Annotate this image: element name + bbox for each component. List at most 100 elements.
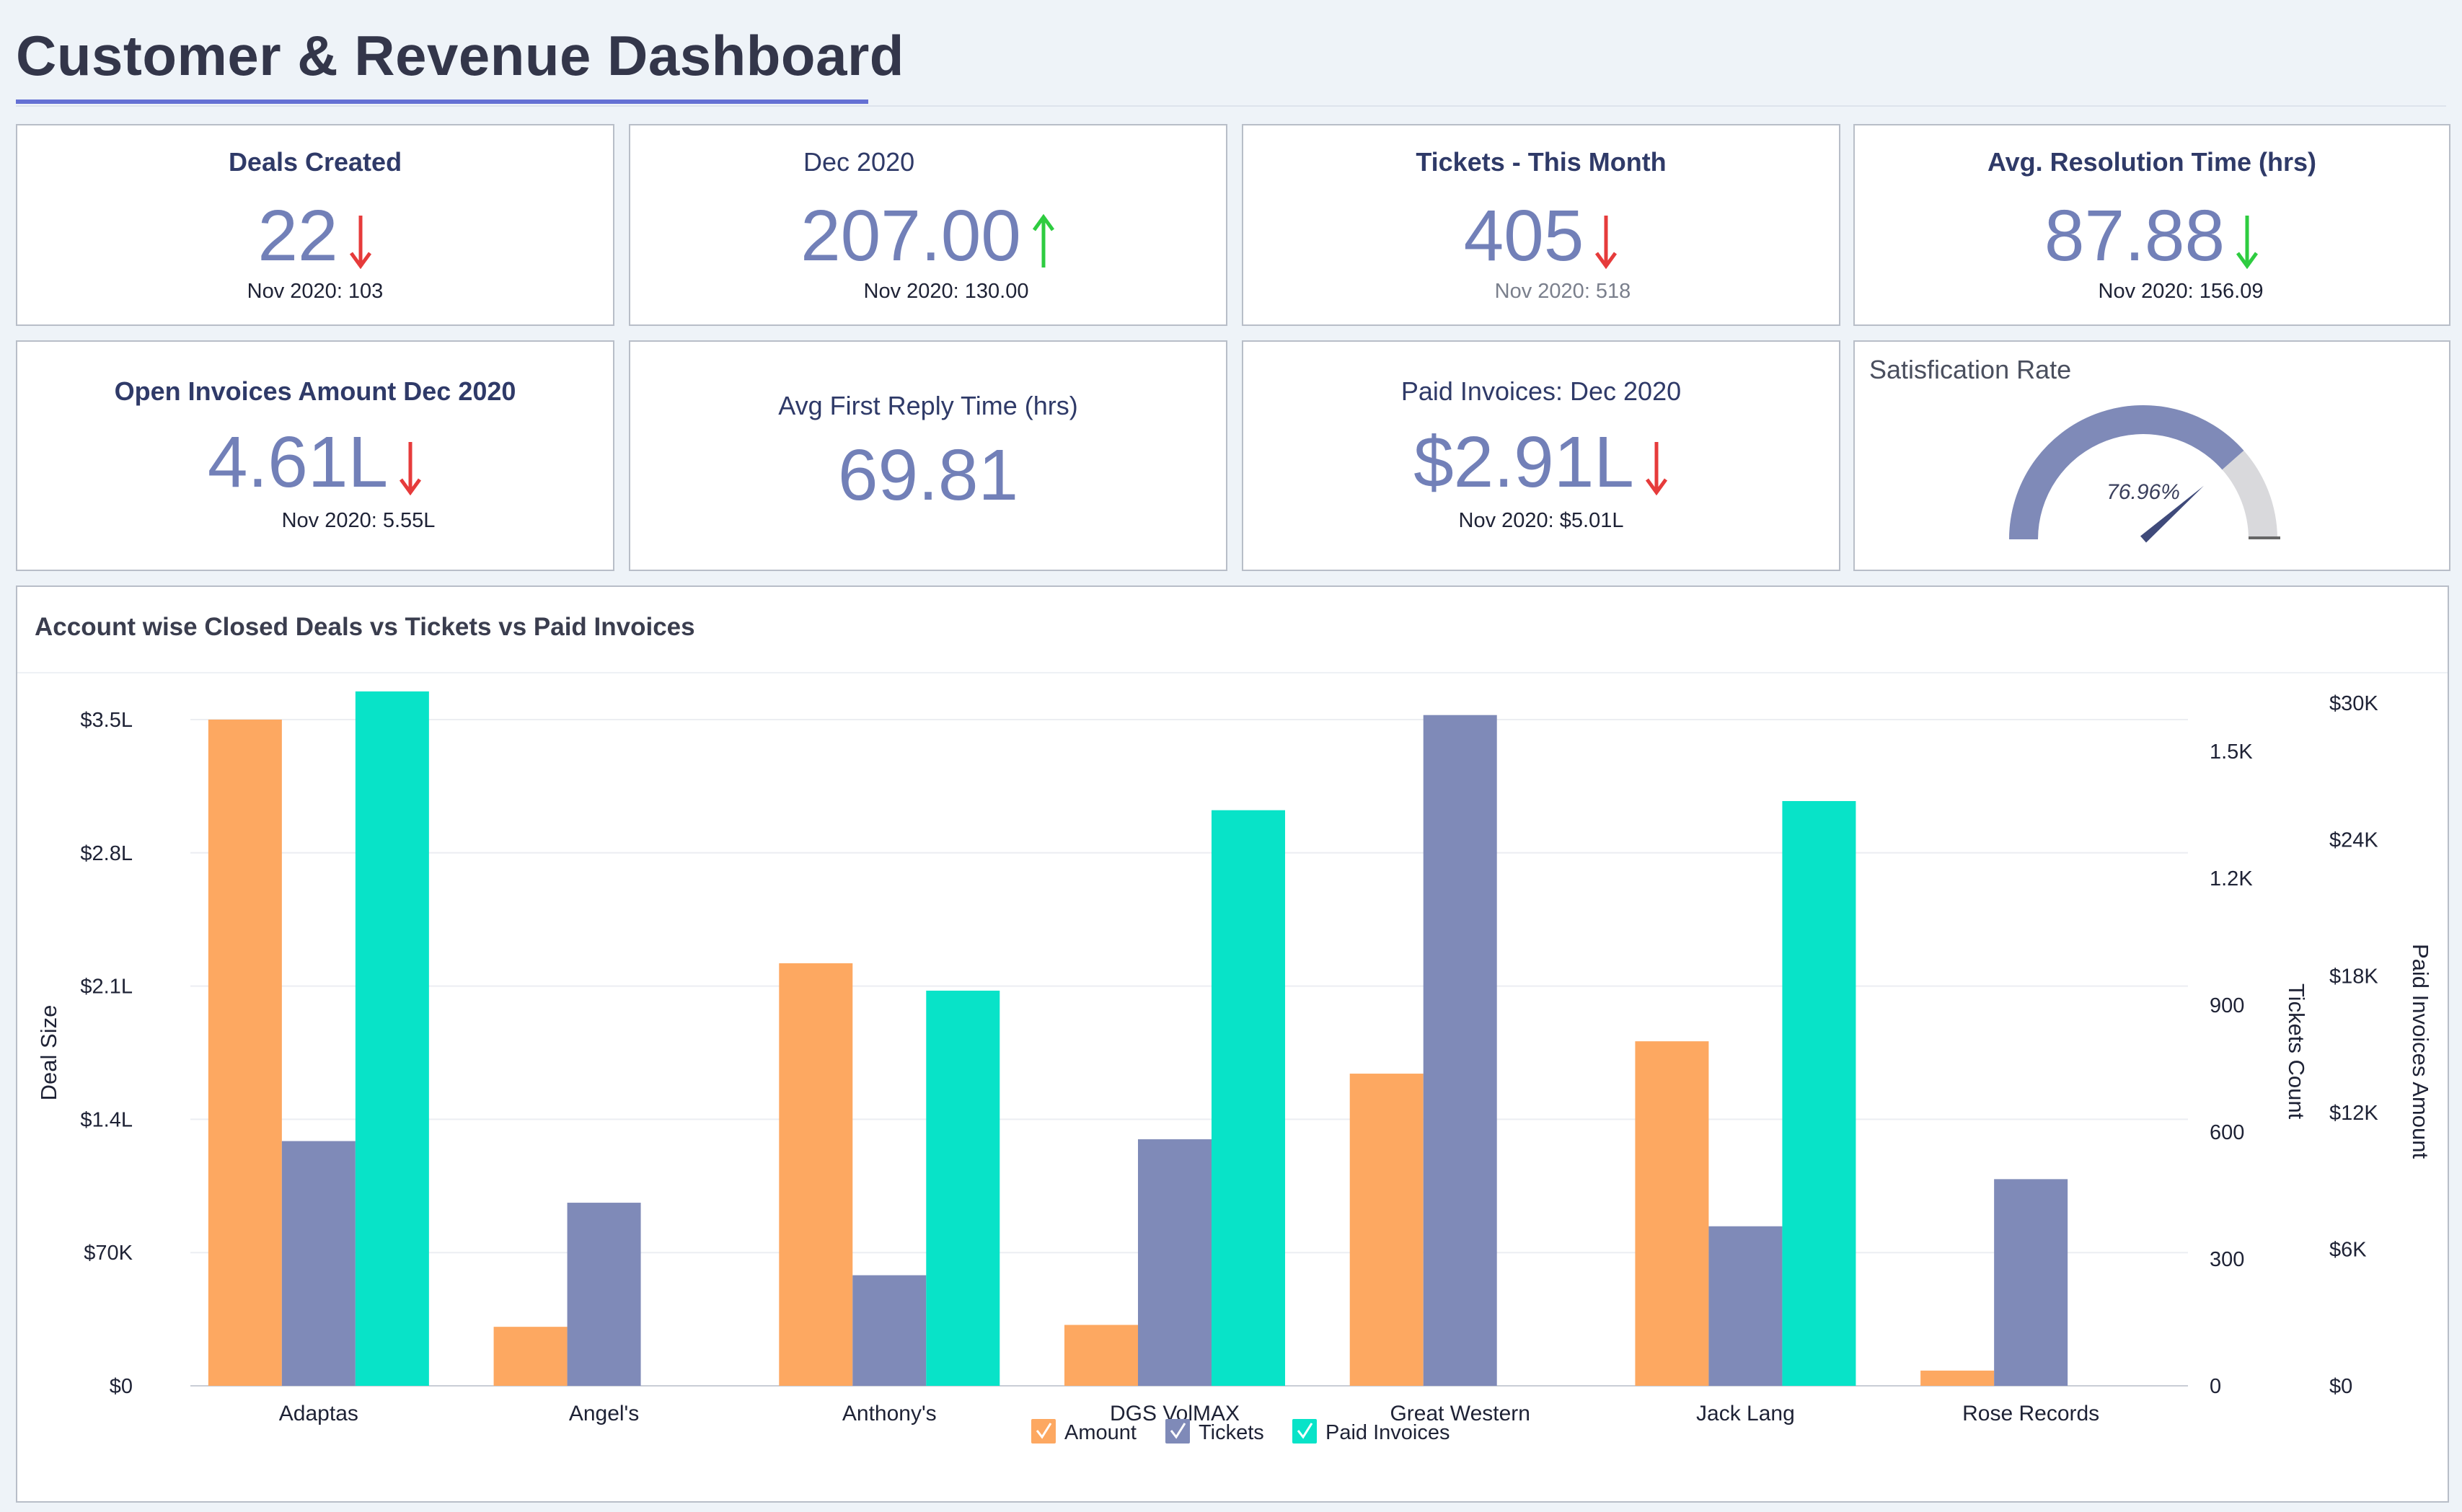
kpi-compare: Nov 2020: 103 (247, 280, 384, 303)
arrow-up-icon (1032, 213, 1054, 268)
y-axis-right1-label: Tickets Count (2284, 983, 2309, 1120)
kpi-value: 69.81 (837, 435, 1019, 516)
legend-checkbox[interactable] (1031, 1419, 1056, 1444)
kpi-card-deals-created[interactable]: Deals Created 22 Nov 2020: 103 (16, 124, 614, 326)
kpi-value: 405 (1463, 195, 1584, 276)
y-axis-right2-tick: $24K (2329, 828, 2378, 852)
kpi-value: 22 (257, 195, 338, 276)
kpi-compare: Nov 2020: $5.01L (1458, 509, 1624, 532)
page-title: Customer & Revenue Dashboard (16, 24, 904, 87)
kpi-compare: Nov 2020: 130.00 (863, 280, 1029, 303)
kpi-title: Paid Invoices: Dec 2020 (1400, 376, 1682, 406)
y-axis-left-tick: $2.8L (80, 842, 133, 865)
kpi-compare: Nov 2020: 156.09 (2098, 280, 2264, 303)
legend-item-paid-invoices[interactable]: Paid Invoices (1292, 1419, 1450, 1444)
bar-amount (1920, 1370, 1995, 1386)
y-axis-right2-tick: $0 (2329, 1375, 2352, 1398)
check-icon (1297, 1423, 1313, 1439)
legend-label: Paid Invoices (1325, 1421, 1450, 1444)
y-axis-right2-tick: $6K (2329, 1239, 2367, 1262)
gauge-fill (2009, 405, 2244, 540)
arrow-down-icon (349, 215, 371, 269)
title-underline (16, 100, 868, 104)
kpi-value: 207.00 (800, 195, 1021, 276)
bar-tickets (567, 1203, 641, 1386)
bar-tickets (852, 1275, 927, 1386)
y-axis-right2-tick: $12K (2329, 1102, 2378, 1125)
gauge-label: 76.96% (2106, 480, 2180, 504)
x-axis-tick: Anthony's (842, 1402, 937, 1425)
x-axis-tick: Angel's (569, 1402, 639, 1425)
kpi-title: Open Invoices Amount Dec 2020 (114, 376, 516, 406)
legend-item-tickets[interactable]: Tickets (1165, 1419, 1264, 1444)
chart-title: Account wise Closed Deals vs Tickets vs … (35, 613, 695, 641)
kpi-title: Deals Created (228, 147, 402, 177)
arrow-down-icon (1645, 441, 1667, 495)
check-icon (1170, 1423, 1186, 1439)
bar-amount (493, 1327, 568, 1386)
kpi-title: Avg. Resolution Time (hrs) (1987, 147, 2317, 177)
arrow-down-icon (1595, 215, 1618, 269)
y-axis-right1-tick: 1.5K (2210, 740, 2253, 764)
satisfaction-gauge: 76.96% (2009, 405, 2280, 543)
kpi-compare: Nov 2020: 5.55L (281, 509, 436, 532)
y-axis-right1-tick: 300 (2210, 1248, 2244, 1271)
kpi-card-avg-resolution-time[interactable]: Avg. Resolution Time (hrs) 87.88 Nov 202… (1853, 124, 2450, 326)
x-axis-tick: Great Western (1390, 1402, 1530, 1425)
y-axis-left-tick: $70K (84, 1242, 133, 1265)
bar-tickets (281, 1141, 356, 1386)
kpi-card-dec-2020[interactable]: Dec 2020 207.00 Nov 2020: 130.00 (629, 124, 1227, 326)
x-axis-tick: Rose Records (1962, 1402, 2099, 1425)
y-axis-right1-tick: 600 (2210, 1121, 2244, 1144)
bar-chart: $0 $70K $1.4L $2.1L $2.8L $3.5L 0 300 600 900 1.2K… (36, 691, 2433, 1444)
arrow-down-icon (400, 441, 422, 495)
y-axis-right1-tick: 0 (2210, 1375, 2221, 1398)
arrow-down-icon (2236, 215, 2259, 269)
x-axis-tick: Adaptas (279, 1402, 358, 1425)
bar-paid-invoices (355, 691, 429, 1386)
gauge-needle (2140, 485, 2204, 543)
legend-item-amount[interactable]: Amount (1031, 1419, 1137, 1444)
kpi-card-tickets-this-month[interactable]: Tickets - This Month 405 Nov 2020: 518 (1242, 124, 1840, 326)
legend-checkbox[interactable] (1165, 1419, 1190, 1444)
bar-amount (1349, 1074, 1424, 1386)
y-axis-right2-label: Paid Invoices Amount (2408, 944, 2433, 1159)
legend-checkbox[interactable] (1292, 1419, 1317, 1444)
bar-tickets (1138, 1139, 1212, 1386)
y-axis-left-tick: $0 (110, 1375, 133, 1398)
kpi-card-paid-invoices[interactable]: Paid Invoices: Dec 2020 $2.91L Nov 2020:… (1242, 340, 1840, 571)
kpi-value: 87.88 (2044, 195, 2225, 276)
kpi-title: Tickets - This Month (1416, 147, 1667, 177)
bar-paid-invoices (1212, 810, 1285, 1386)
kpi-compare: Nov 2020: 518 (1494, 280, 1631, 303)
bar-amount (1635, 1041, 1709, 1386)
gauge-title: Satisfication Rate (1869, 355, 2072, 384)
y-axis-right2-tick: $18K (2329, 965, 2378, 989)
chart-card: Account wise Closed Deals vs Tickets vs … (16, 585, 2449, 1503)
bar-amount (779, 963, 853, 1386)
kpi-title: Dec 2020 (803, 147, 915, 177)
bar-paid-invoices (1782, 800, 1856, 1386)
kpi-card-open-invoices[interactable]: Open Invoices Amount Dec 2020 4.61L Nov … (16, 340, 614, 571)
check-icon (1036, 1423, 1052, 1439)
y-axis-right1-tick: 900 (2210, 994, 2244, 1017)
y-axis-left-tick: $3.5L (80, 709, 133, 732)
kpi-value: $2.91L (1413, 422, 1634, 503)
legend-label: Amount (1064, 1421, 1137, 1444)
bar-paid-invoices (926, 990, 1000, 1386)
kpi-title: Avg First Reply Time (hrs) (778, 391, 1078, 420)
title-area: Customer & Revenue Dashboard (16, 16, 2446, 107)
bar-tickets (1708, 1226, 1783, 1386)
legend-label: Tickets (1199, 1421, 1264, 1444)
kpi-card-avg-first-reply[interactable]: Avg First Reply Time (hrs) 69.81 (629, 340, 1227, 571)
kpi-value: 4.61L (207, 422, 389, 503)
chart-divider (17, 672, 2448, 673)
y-axis-left-tick: $2.1L (80, 976, 133, 999)
bar-tickets (1994, 1179, 2068, 1386)
gauge-card-satisfaction-rate[interactable]: Satisfication Rate 76.96% (1853, 340, 2450, 571)
bar-tickets (1423, 715, 1497, 1386)
y-axis-right2-tick: $30K (2329, 692, 2378, 715)
bar-amount (1064, 1325, 1138, 1386)
y-axis-right1-tick: 1.2K (2210, 867, 2253, 890)
y-axis-left-tick: $1.4L (80, 1108, 133, 1131)
